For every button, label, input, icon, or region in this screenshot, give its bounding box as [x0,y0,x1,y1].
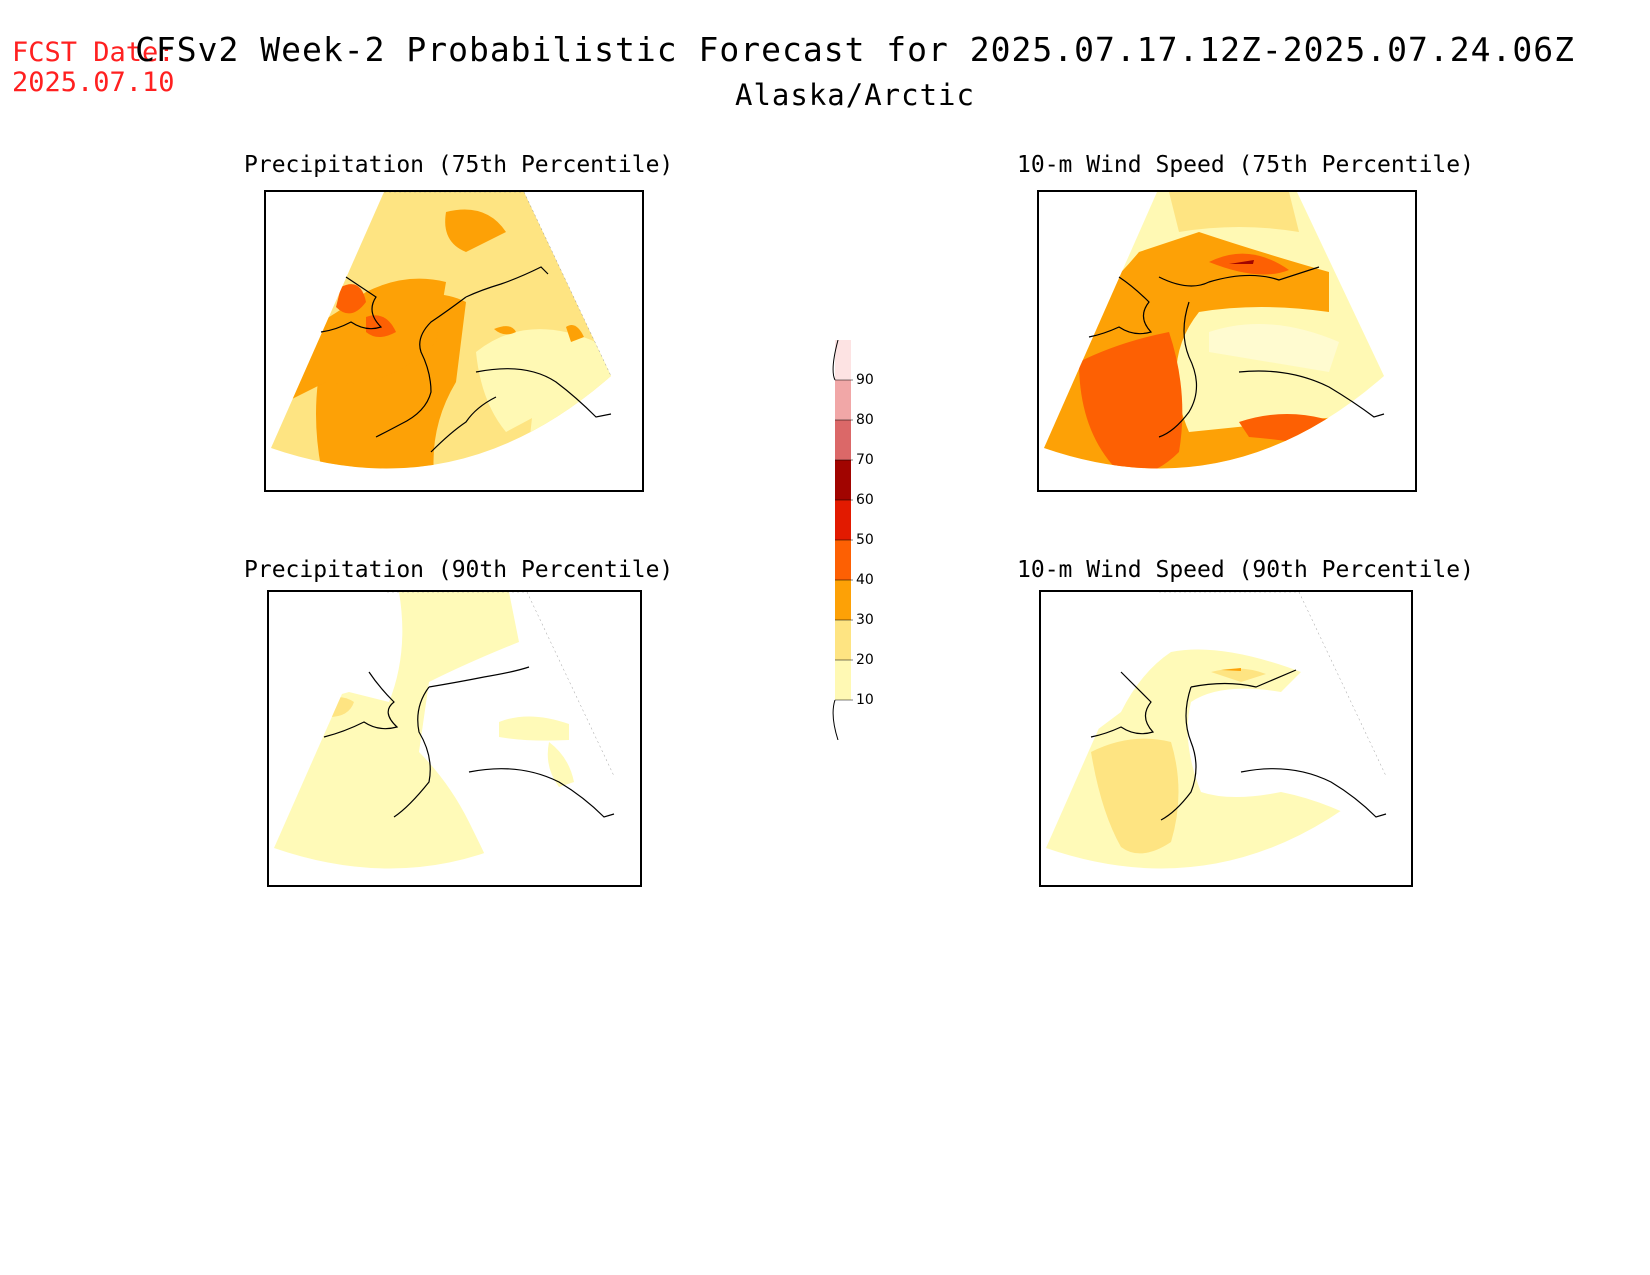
colorbar-swatch [835,500,851,540]
colorbar-swatch [835,380,851,420]
panel-title-precip-75: Precipitation (75th Percentile) [244,152,674,178]
colorbar-swatch [835,660,851,700]
colorbar-tick-label: 80 [856,412,874,428]
colorbar-tick-label: 30 [856,612,874,628]
panel-title-precip-90: Precipitation (90th Percentile) [244,557,674,583]
colorbar-swatch [835,420,851,460]
panel-title-wind-90: 10-m Wind Speed (90th Percentile) [1017,557,1474,583]
colorbar-graphic [832,340,853,740]
colorbar-swatch [835,460,851,500]
forecast-date-label: FCST Date: [12,37,175,68]
colorbar-swatch [835,580,851,620]
colorbar-swatch [835,340,851,380]
map-precip-75 [264,190,644,492]
colorbar-swatch [835,620,851,660]
map-precip-90 [267,590,642,887]
page-title: CFSv2 Week-2 Probabilistic Forecast for … [135,30,1575,69]
page-subtitle: Alaska/Arctic [735,78,975,112]
colorbar-tick-label: 70 [856,452,874,468]
map-wind-75 [1037,190,1417,492]
colorbar-tick-label: 40 [856,572,874,588]
colorbar-tick-label: 50 [856,532,874,548]
forecast-date-value: 2025.07.10 [12,67,175,98]
colorbar-tick-label: 90 [856,372,874,388]
colorbar-swatch [835,540,851,580]
map-wind-90 [1039,590,1413,887]
colorbar-tick-label: 20 [856,652,874,668]
panel-title-wind-75: 10-m Wind Speed (75th Percentile) [1017,152,1474,178]
forecast-date: FCST Date: 2025.07.10 [12,38,175,98]
colorbar-tick-label: 10 [856,692,874,708]
colorbar: 10 20 30 40 50 60 70 80 90 [820,340,900,740]
colorbar-tick-label: 60 [856,492,874,508]
